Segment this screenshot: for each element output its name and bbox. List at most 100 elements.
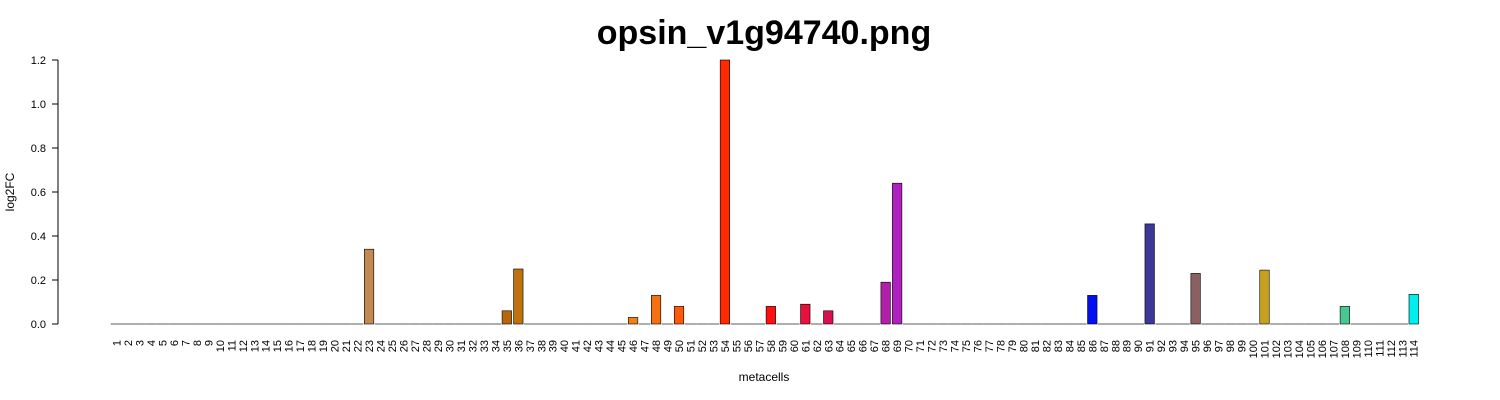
- x-tick-label: 64: [835, 340, 847, 352]
- x-tick-label: 25: [387, 340, 399, 352]
- x-tick-label: 106: [1317, 340, 1329, 358]
- bar: [501, 310, 512, 325]
- x-tick-label: 50: [674, 340, 686, 352]
- x-tick-label: 49: [663, 340, 675, 352]
- x-tick-label: 89: [1122, 340, 1134, 352]
- x-tick-label: 75: [961, 340, 973, 352]
- bar: [765, 306, 776, 325]
- x-tick-label: 111: [1374, 340, 1386, 357]
- bar: [1087, 295, 1098, 325]
- x-tick-label: 10: [215, 340, 227, 352]
- x-tick-label: 62: [812, 340, 824, 352]
- bar: [892, 182, 903, 325]
- x-tick-label: 19: [318, 340, 330, 352]
- x-tick-label: 44: [605, 340, 617, 352]
- x-tick-label: 69: [892, 340, 904, 352]
- x-tick-label: 90: [1133, 340, 1145, 352]
- x-axis-tick-labels: 1 2 3 4 5 6 7 8 9 10 11 12 13 14 15 16 17 18 19 20 21 22 23 24 2…: [112, 340, 1421, 358]
- x-tick-label: 45: [617, 340, 629, 352]
- y-tick-label: 1.0: [31, 99, 46, 111]
- bar: [364, 248, 375, 325]
- x-tick-label: 79: [1007, 340, 1019, 352]
- x-tick-label: 67: [869, 340, 881, 352]
- x-tick-label: 112: [1386, 340, 1398, 358]
- x-tick-label: 31: [456, 340, 468, 352]
- x-tick-label: 34: [490, 340, 502, 352]
- x-tick-label: 6: [169, 340, 181, 346]
- x-tick-label: 76: [973, 340, 985, 352]
- x-tick-label: 108: [1340, 340, 1352, 358]
- x-tick-label: 7: [180, 340, 192, 346]
- x-tick-label: 16: [284, 340, 296, 352]
- x-tick-label: 36: [513, 340, 525, 352]
- x-tick-label: 22: [353, 340, 365, 352]
- x-tick-label: 113: [1397, 340, 1409, 358]
- bars-group: [110, 59, 1419, 325]
- x-tick-label: 61: [800, 340, 812, 352]
- x-tick-label: 60: [789, 340, 801, 352]
- x-tick-label: 26: [399, 340, 411, 352]
- x-tick-label: 63: [823, 340, 835, 352]
- bar: [880, 281, 891, 325]
- x-tick-label: 33: [479, 340, 491, 352]
- x-tick-label: 9: [203, 340, 215, 346]
- bar: [719, 59, 730, 325]
- x-tick-label: 57: [754, 340, 766, 352]
- y-tick-label: 0.2: [31, 275, 46, 287]
- x-tick-label: 78: [995, 340, 1007, 352]
- x-tick-label: 80: [1018, 340, 1030, 352]
- x-tick-label: 41: [571, 340, 583, 352]
- bar: [823, 310, 834, 325]
- x-tick-label: 93: [1168, 340, 1180, 352]
- x-tick-label: 70: [904, 340, 916, 352]
- x-tick-label: 66: [858, 340, 870, 352]
- x-tick-label: 40: [559, 340, 571, 352]
- x-tick-label: 91: [1145, 340, 1157, 352]
- x-tick-label: 54: [720, 340, 732, 352]
- bar: [1190, 273, 1201, 325]
- y-tick-label: 0.0: [31, 319, 46, 331]
- x-tick-label: 55: [731, 340, 743, 352]
- x-tick-label: 12: [238, 340, 250, 352]
- x-tick-label: 17: [295, 340, 307, 352]
- x-tick-label: 87: [1099, 340, 1111, 352]
- x-tick-label: 37: [525, 340, 537, 352]
- x-tick-label: 86: [1087, 340, 1099, 352]
- x-tick-label: 15: [272, 340, 284, 352]
- x-tick-label: 18: [307, 340, 319, 352]
- x-tick-label: 109: [1351, 340, 1363, 358]
- bar: [628, 317, 639, 325]
- x-tick-label: 103: [1282, 340, 1294, 358]
- x-axis-label: metacells: [739, 370, 790, 384]
- x-tick-label: 46: [628, 340, 640, 352]
- y-tick-label: 0.8: [31, 143, 46, 155]
- x-tick-label: 83: [1053, 340, 1065, 352]
- bar: [1144, 223, 1155, 325]
- x-tick-label: 99: [1237, 340, 1249, 352]
- bar: [800, 303, 811, 325]
- y-tick-label: 0.4: [31, 231, 46, 243]
- x-tick-label: 23: [364, 340, 376, 352]
- x-tick-label: 65: [846, 340, 858, 352]
- x-tick-label: 73: [938, 340, 950, 352]
- x-tick-label: 85: [1076, 340, 1088, 352]
- x-tick-label: 107: [1328, 340, 1340, 358]
- y-tick-label: 1.2: [31, 55, 46, 67]
- x-tick-label: 21: [341, 340, 353, 352]
- x-tick-label: 58: [766, 340, 778, 352]
- x-tick-label: 39: [548, 340, 560, 352]
- x-tick-label: 88: [1110, 340, 1122, 352]
- y-axis-label: log2FC: [3, 172, 17, 211]
- x-tick-label: 77: [984, 340, 996, 352]
- x-tick-label: 114: [1409, 340, 1421, 358]
- x-tick-label: 2: [123, 340, 135, 346]
- x-tick-label: 56: [743, 340, 755, 352]
- x-tick-label: 100: [1248, 340, 1260, 358]
- x-tick-label: 104: [1294, 340, 1306, 358]
- x-tick-label: 52: [697, 340, 709, 352]
- x-tick-label: 43: [594, 340, 606, 352]
- x-tick-label: 47: [640, 340, 652, 352]
- x-tick-label: 110: [1363, 340, 1375, 358]
- x-tick-label: 1: [112, 340, 124, 346]
